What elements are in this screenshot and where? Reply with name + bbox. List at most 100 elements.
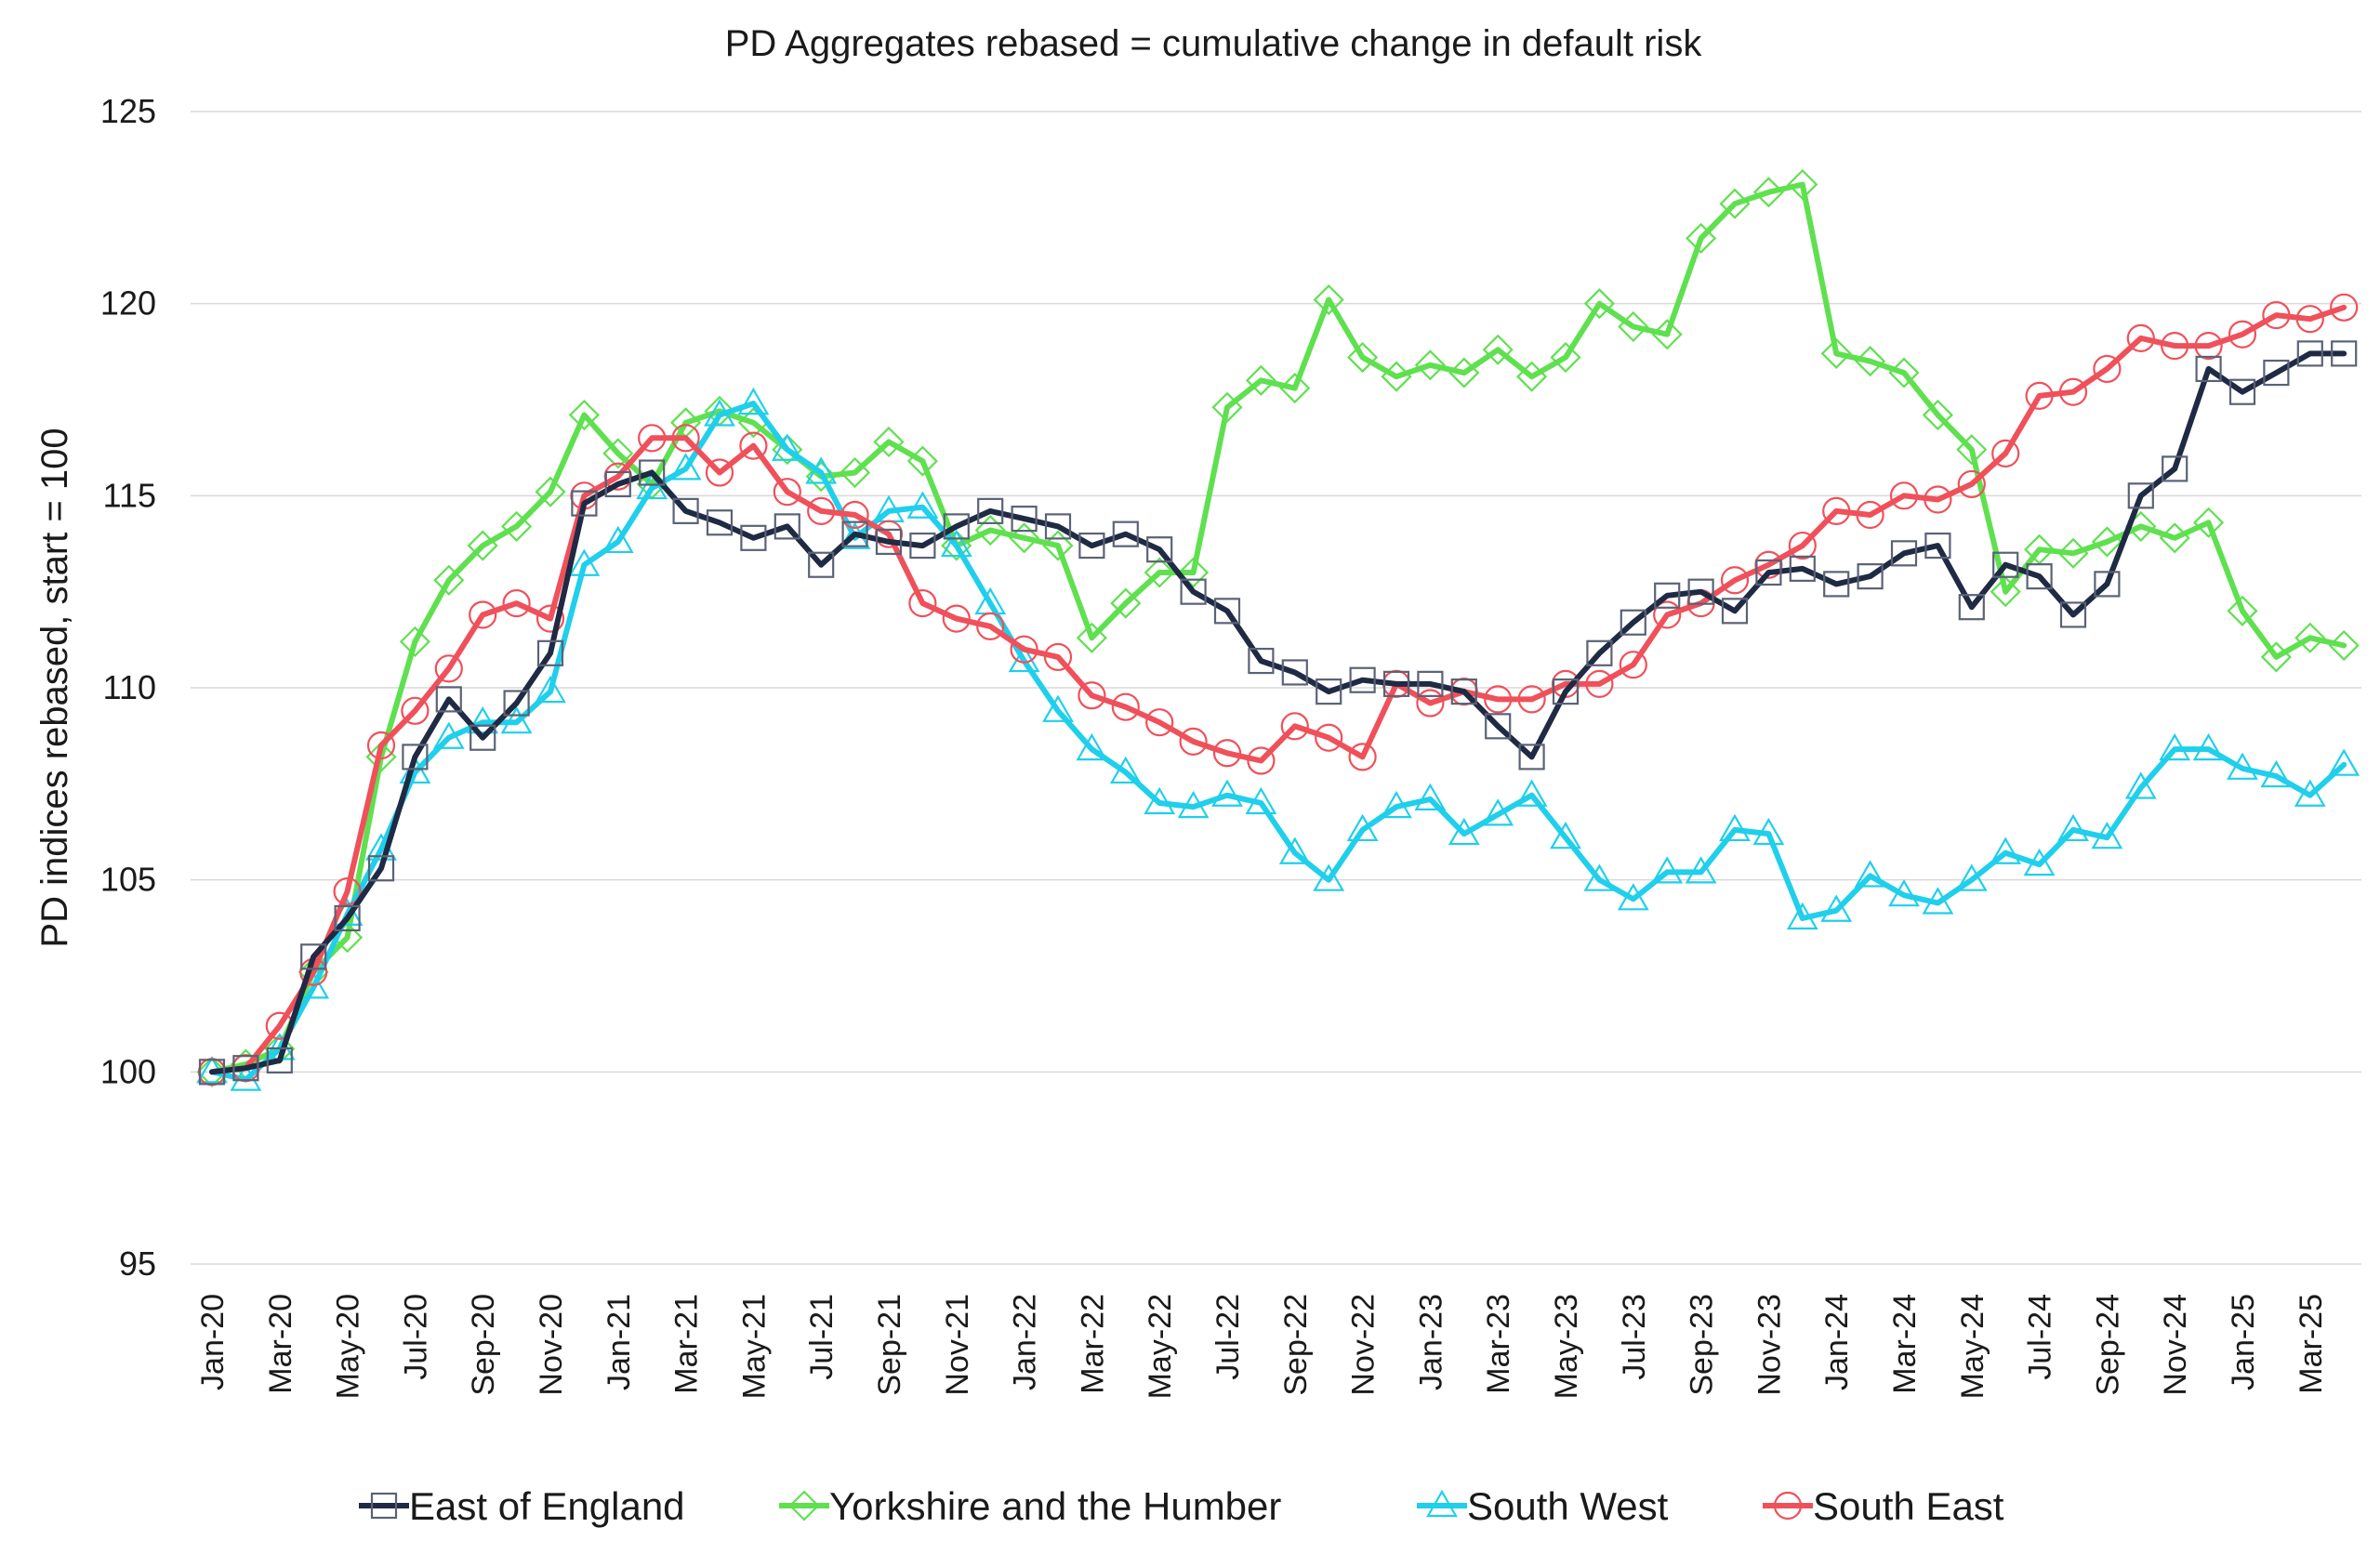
x-tick-label: Jan-24 (1819, 1294, 1855, 1390)
data-point (2262, 300, 2291, 330)
data-point (2228, 378, 2256, 405)
data-point (977, 497, 1004, 524)
x-tick-label: Mar-22 (1075, 1294, 1110, 1394)
data-point (1958, 594, 1985, 621)
data-point (1890, 540, 1918, 567)
x-tick-label: Mar-23 (1481, 1294, 1516, 1394)
x-tick-label: Mar-21 (669, 1294, 705, 1394)
data-point (638, 424, 667, 453)
data-point (1381, 790, 1412, 819)
data-point (2260, 759, 2293, 788)
data-point (705, 458, 734, 487)
data-point (1177, 790, 1210, 819)
data-point (2194, 332, 2223, 361)
data-point (333, 876, 362, 906)
data-point (1416, 689, 1445, 718)
data-point (1247, 746, 1276, 775)
data-point (1854, 860, 1886, 888)
data-point (740, 524, 767, 551)
data-point (1279, 373, 1311, 404)
data-point (1211, 391, 1243, 423)
data-point (1011, 506, 1038, 533)
y-tick-label: 95 (119, 1245, 156, 1283)
series-line (209, 401, 2347, 1083)
data-point (1110, 587, 1142, 619)
series-east-of-england (198, 340, 2358, 1086)
series-line (209, 350, 2347, 1075)
data-point (2124, 771, 2157, 799)
data-point (1786, 902, 1818, 930)
data-point (198, 1059, 226, 1086)
legend-item: South East (1763, 1484, 2004, 1528)
data-point (639, 459, 666, 486)
data-point (739, 431, 768, 460)
data-point (2159, 522, 2190, 554)
data-point (367, 855, 395, 882)
data-point (771, 433, 803, 461)
data-point (2127, 482, 2154, 509)
data-point (1990, 576, 2021, 608)
x-tick-label: Jan-22 (1008, 1294, 1043, 1390)
y-tick-label: 105 (100, 861, 156, 899)
data-point (1315, 723, 1343, 752)
data-point (1822, 496, 1851, 525)
x-tick-label: Nov-23 (1752, 1294, 1787, 1396)
data-point (2093, 354, 2122, 384)
x-tick-label: Sep-24 (2090, 1294, 2125, 1396)
x-tick-label: Jul-22 (1210, 1294, 1246, 1380)
data-point (841, 520, 868, 547)
x-tick-label: May-24 (1955, 1294, 1990, 1399)
data-point (1381, 361, 1412, 392)
data-point (840, 456, 871, 489)
data-point (2227, 752, 2258, 780)
data-point (2263, 359, 2290, 387)
data-point (1618, 310, 1649, 343)
data-point (2057, 537, 2089, 569)
data-point (1583, 863, 1616, 891)
data-point (2059, 601, 2087, 628)
series-layer (196, 168, 2360, 1091)
data-point (402, 744, 429, 770)
x-tick-label: Sep-22 (1278, 1294, 1314, 1396)
data-point (906, 491, 939, 519)
data-point (940, 529, 972, 558)
data-point (1889, 481, 1919, 510)
data-point (1179, 727, 1208, 756)
y-tick-label: 100 (100, 1052, 156, 1090)
x-tick-label: Jan-25 (2226, 1294, 2261, 1390)
data-point (706, 509, 734, 536)
series-line (209, 181, 2347, 1075)
data-point (1687, 578, 1714, 605)
legend-label: Yorkshire and the Humber (829, 1484, 1281, 1528)
data-point (2328, 629, 2360, 662)
legend-marker (1426, 1489, 1458, 1518)
data-point (1857, 563, 1884, 590)
data-point (1316, 678, 1342, 705)
data-point (1346, 813, 1379, 842)
data-point (1144, 557, 1175, 588)
data-point (1856, 500, 1884, 530)
data-point (2058, 377, 2088, 406)
data-point (2260, 641, 2292, 673)
legend-item: Yorkshire and the Humber (779, 1484, 1281, 1528)
data-point (1855, 346, 1886, 377)
data-point (1482, 798, 1514, 826)
data-point (1654, 582, 1681, 609)
data-point (1651, 319, 1683, 350)
data-point (974, 514, 1006, 547)
data-point (1450, 678, 1477, 705)
data-point (2192, 732, 2225, 761)
data-point (669, 453, 702, 481)
data-point (2227, 595, 2258, 626)
data-point (1009, 522, 1040, 554)
data-point (1653, 600, 1682, 629)
data-point (535, 476, 566, 507)
data-point (602, 525, 634, 554)
x-tick-label: Nov-20 (534, 1294, 569, 1396)
data-point (1044, 513, 1072, 540)
data-point (2328, 748, 2360, 776)
data-point (1111, 692, 1140, 721)
data-point (1516, 361, 1548, 392)
x-tick-label: Jan-21 (602, 1294, 637, 1390)
data-point (2294, 779, 2326, 807)
